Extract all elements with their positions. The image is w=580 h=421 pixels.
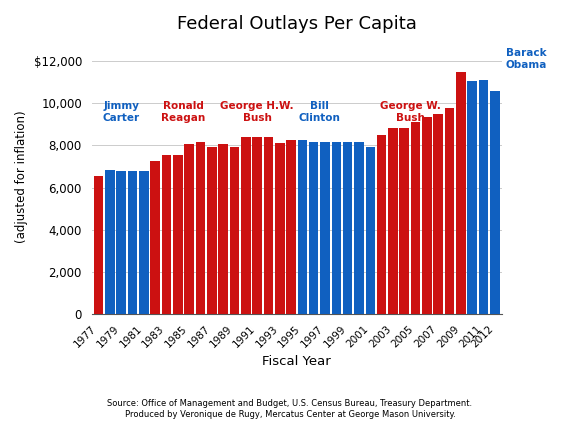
Bar — [173, 155, 183, 314]
Bar — [400, 128, 409, 314]
Bar — [309, 142, 318, 314]
Bar — [162, 155, 171, 314]
Bar — [150, 161, 160, 314]
Bar — [105, 170, 115, 314]
Title: Federal Outlays Per Capita: Federal Outlays Per Capita — [177, 15, 416, 33]
Text: Barack
Obama: Barack Obama — [506, 48, 547, 70]
Bar — [139, 171, 148, 314]
Bar — [207, 147, 216, 314]
Bar — [377, 135, 386, 314]
Bar — [411, 122, 420, 314]
Bar — [354, 142, 364, 314]
Bar — [343, 142, 353, 314]
Bar — [184, 144, 194, 314]
Bar — [230, 147, 239, 314]
Text: Bill
Clinton: Bill Clinton — [299, 101, 340, 123]
Bar — [218, 144, 228, 314]
Bar — [479, 80, 488, 314]
X-axis label: Fiscal Year: Fiscal Year — [262, 355, 331, 368]
Bar — [456, 72, 466, 314]
Bar — [422, 117, 432, 314]
Bar — [128, 171, 137, 314]
Bar — [252, 137, 262, 314]
Bar — [298, 140, 307, 314]
Text: George W.
Bush: George W. Bush — [379, 101, 440, 123]
Text: George H.W.
Bush: George H.W. Bush — [220, 101, 294, 123]
Bar — [332, 142, 341, 314]
Bar — [195, 142, 205, 314]
Bar — [388, 128, 398, 314]
Bar — [467, 81, 477, 314]
Bar — [93, 176, 103, 314]
Bar — [320, 142, 330, 314]
Bar — [263, 137, 273, 314]
Bar — [241, 137, 251, 314]
Text: Ronald
Reagan: Ronald Reagan — [161, 101, 205, 123]
Y-axis label: (adjusted for inflation): (adjusted for inflation) — [15, 111, 28, 243]
Bar — [365, 147, 375, 314]
Text: Source: Office of Management and Budget, U.S. Census Bureau, Treasury Department: Source: Office of Management and Budget,… — [107, 400, 473, 419]
Bar — [433, 114, 443, 314]
Bar — [490, 91, 500, 314]
Bar — [275, 144, 285, 314]
Bar — [445, 107, 455, 314]
Bar — [117, 171, 126, 314]
Text: Jimmy
Carter: Jimmy Carter — [103, 101, 140, 123]
Bar — [286, 140, 296, 314]
